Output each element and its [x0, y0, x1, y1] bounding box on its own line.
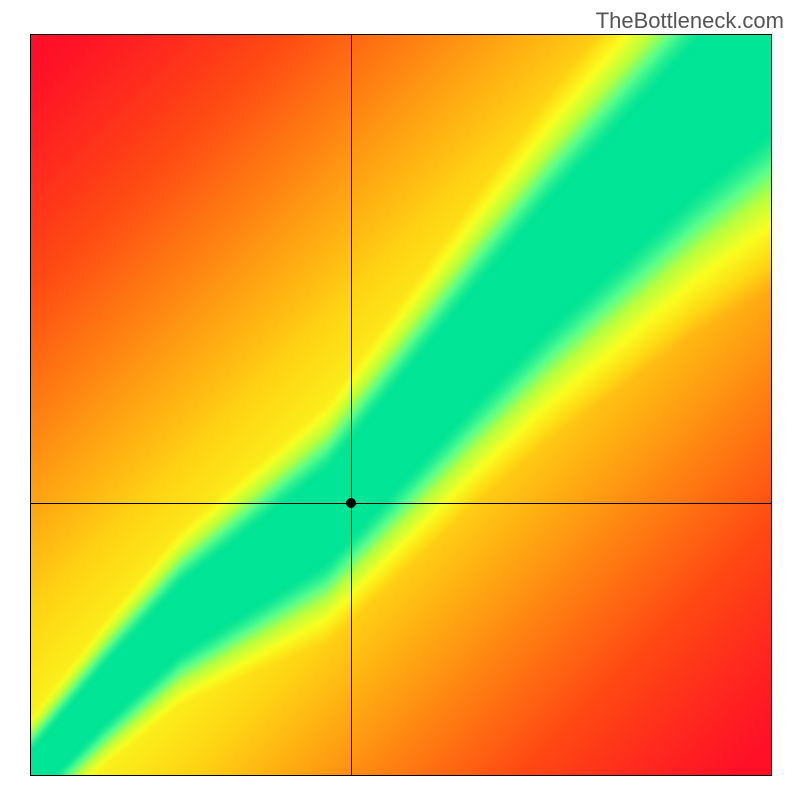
plot-frame — [30, 34, 772, 776]
chart-container: TheBottleneck.com — [0, 0, 800, 800]
heatmap-canvas — [31, 35, 771, 775]
crosshair-vertical-line — [351, 35, 352, 775]
crosshair-horizontal-line — [31, 503, 771, 504]
watermark-text: TheBottleneck.com — [596, 8, 784, 34]
crosshair-marker-dot — [346, 498, 356, 508]
